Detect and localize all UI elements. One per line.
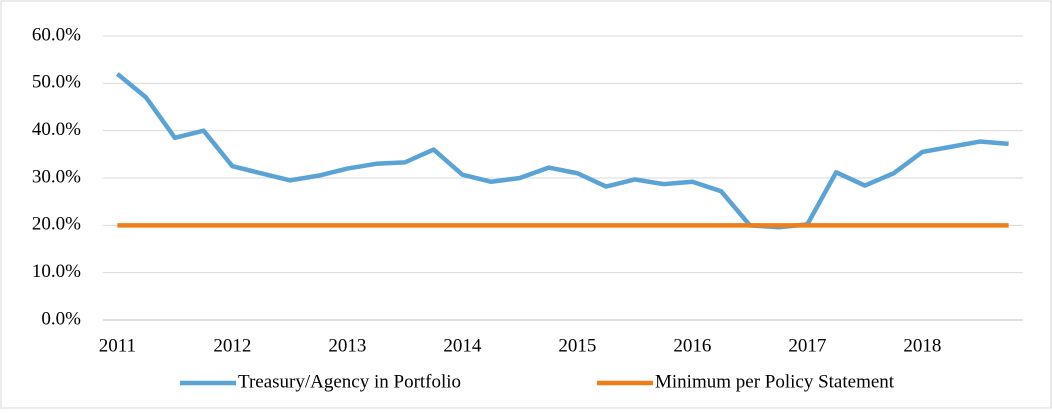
y-tick-label: 50.0% — [32, 72, 81, 93]
x-tick-label: 2017 — [788, 335, 826, 356]
line-series — [115, 72, 1009, 230]
x-tick-label: 2012 — [213, 335, 251, 356]
x-tick-label: 2014 — [443, 335, 482, 356]
x-tick-label: 2016 — [673, 335, 711, 356]
x-tick-label: 2015 — [558, 335, 596, 356]
y-tick-label: 10.0% — [32, 261, 81, 282]
y-tick-label: 60.0% — [32, 24, 81, 45]
x-tick-label: 2011 — [99, 335, 136, 356]
y-tick-label: 20.0% — [32, 214, 81, 235]
legend-label: Treasury/Agency in Portfolio — [238, 371, 461, 392]
x-tick-label: 2018 — [903, 335, 941, 356]
x-tick-label: 2013 — [328, 335, 366, 356]
y-tick-label: 40.0% — [32, 119, 81, 140]
y-tick-label: 0.0% — [41, 308, 81, 329]
y-tick-label: 30.0% — [32, 166, 81, 187]
legend-label: Minimum per Policy Statement — [655, 371, 895, 392]
